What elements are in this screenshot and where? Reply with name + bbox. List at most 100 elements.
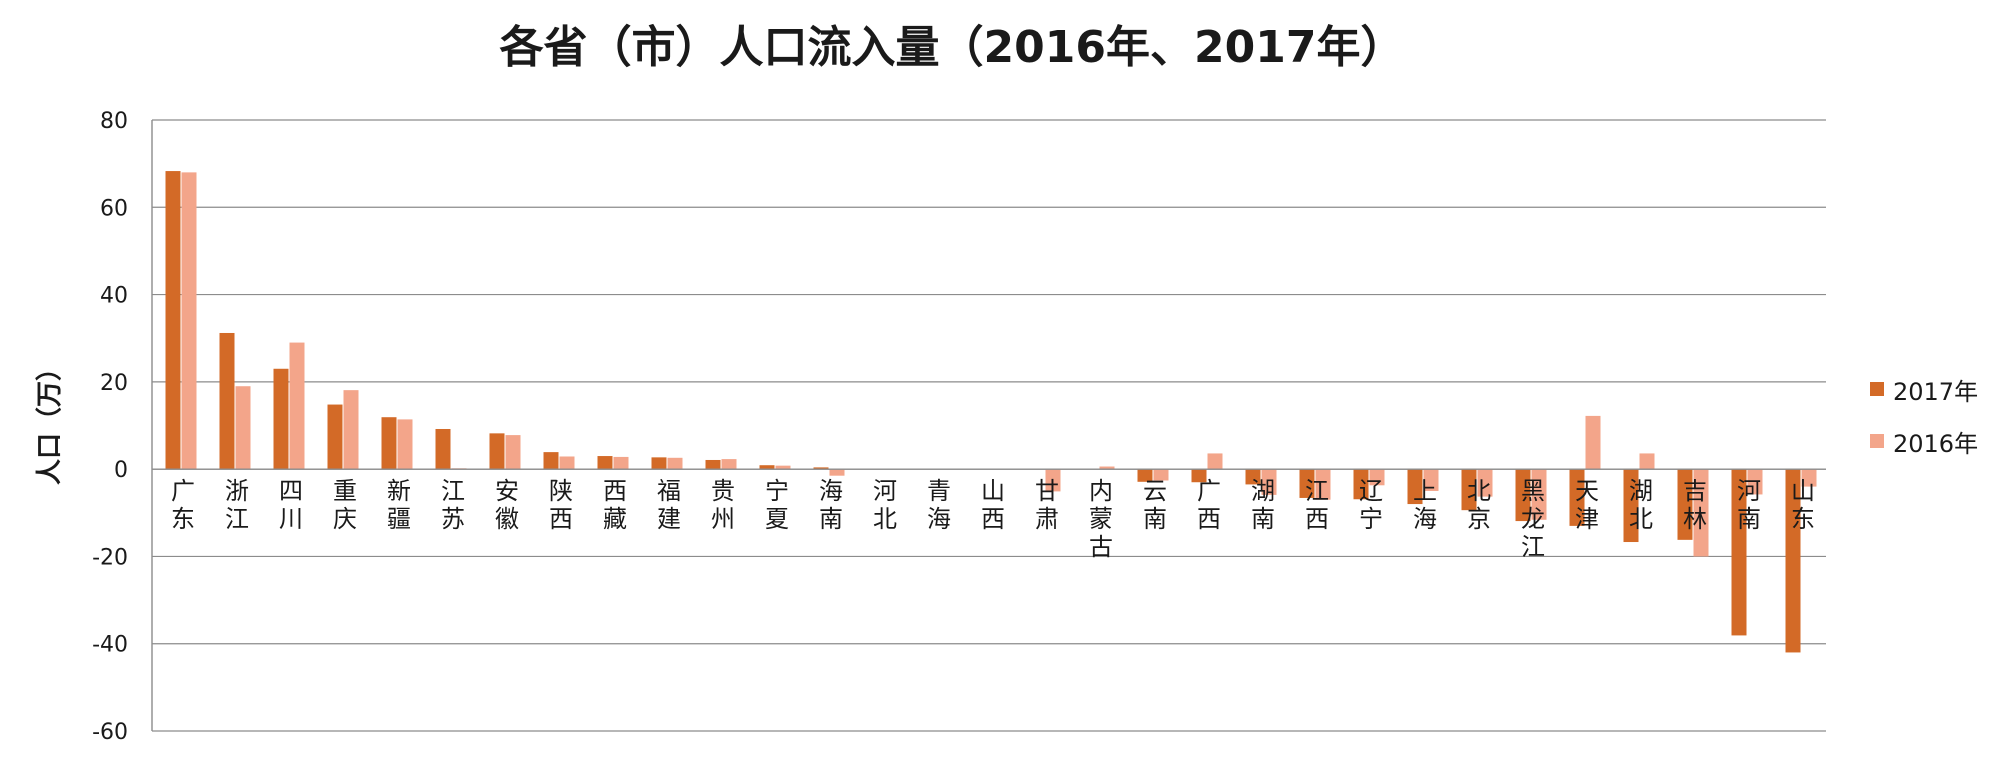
- bar-2016-27: [1639, 453, 1655, 470]
- bar-2017-18: [1137, 469, 1153, 482]
- legend-label: 2016年: [1893, 430, 1978, 458]
- bar-2017-6: [489, 433, 505, 470]
- bar-2016-18: [1153, 469, 1169, 481]
- legend: 2017年 2016年: [1870, 378, 1978, 458]
- legend-swatch-2016: [1870, 434, 1884, 448]
- bar-2017-3: [327, 404, 343, 470]
- chart-title: 各省（市）人口流入量（2016年、2017年）: [500, 22, 1405, 73]
- bar-2016-22: [1369, 469, 1385, 486]
- category-label: 广西: [1197, 477, 1221, 533]
- bar-2016-4: [397, 419, 413, 470]
- category-label: 浙江: [225, 477, 249, 533]
- category-label: 新疆: [387, 477, 411, 533]
- bar-2017-29: [1731, 469, 1747, 636]
- bar-2016-3: [343, 390, 359, 470]
- bar-2016-8: [613, 456, 629, 470]
- y-tick-label: 0: [114, 458, 128, 483]
- category-label: 湖北: [1629, 477, 1653, 533]
- category-label: 上海: [1413, 477, 1437, 533]
- category-label: 甘肃: [1035, 477, 1059, 533]
- bar-2016-11: [775, 465, 791, 470]
- category-label: 北京: [1467, 477, 1491, 533]
- bar-2017-12: [813, 467, 829, 470]
- category-label: 河北: [873, 477, 897, 533]
- y-tick-label: 60: [100, 196, 128, 221]
- category-label: 湖南: [1251, 477, 1275, 533]
- category-label: 云南: [1143, 477, 1167, 533]
- bar-2017-23: [1407, 469, 1423, 505]
- bar-2016-30: [1801, 469, 1817, 487]
- category-label: 西藏: [603, 477, 627, 533]
- category-label: 河南: [1737, 477, 1761, 533]
- category-label: 重庆: [333, 477, 357, 533]
- bar-2016-19: [1207, 453, 1223, 470]
- y-tick-label: -60: [92, 720, 128, 745]
- category-label: 陕西: [549, 477, 573, 533]
- bar-2016-10: [721, 459, 737, 470]
- bar-2016-0: [181, 172, 197, 470]
- bar-2017-1: [219, 332, 235, 470]
- bar-2016-23: [1423, 469, 1439, 491]
- category-label: 江西: [1305, 477, 1329, 533]
- bar-2016-7: [559, 456, 575, 470]
- bar-2017-19: [1191, 469, 1207, 483]
- bar-2017-5: [435, 428, 451, 470]
- category-label: 山西: [981, 477, 1005, 533]
- bar-2016-1: [235, 386, 251, 470]
- category-label: 黑龙江: [1521, 477, 1545, 561]
- bar-2017-25: [1515, 469, 1531, 522]
- y-tick-label: 40: [100, 284, 128, 309]
- category-label: 山东: [1791, 477, 1815, 533]
- category-label: 安徽: [495, 477, 519, 533]
- bar-2017-30: [1785, 469, 1801, 653]
- bar-2016-6: [505, 435, 521, 470]
- bar-2017-21: [1299, 469, 1315, 498]
- category-label: 海南: [819, 477, 843, 533]
- category-label: 江苏: [441, 477, 465, 533]
- category-label: 广东: [171, 477, 195, 533]
- bar-2017-28: [1677, 469, 1693, 540]
- category-label: 内蒙古: [1089, 477, 1113, 561]
- y-axis-title: 人口（万）: [35, 355, 65, 485]
- bar-2017-9: [651, 457, 667, 470]
- y-axis-ticks: 80 60 40 20 0 -20 -40 -60: [92, 109, 128, 745]
- category-label: 辽宁: [1359, 477, 1383, 533]
- y-axis-label: 人口（万）: [35, 355, 65, 485]
- bars: [152, 171, 1826, 653]
- y-tick-label: -40: [92, 633, 128, 658]
- bar-2017-7: [543, 452, 559, 470]
- category-label: 青海: [927, 477, 951, 533]
- bar-2016-26: [1585, 415, 1601, 470]
- legend-swatch-2017: [1870, 382, 1884, 396]
- bar-2016-12: [829, 469, 845, 476]
- bar-2016-2: [289, 342, 305, 470]
- bar-2017-10: [705, 459, 721, 470]
- bar-2016-17: [1099, 466, 1115, 470]
- bar-2016-16: [1045, 469, 1061, 492]
- bar-2017-22: [1353, 469, 1369, 500]
- y-tick-label: 20: [100, 371, 128, 396]
- bar-2017-27: [1623, 469, 1639, 543]
- category-label: 宁夏: [765, 477, 789, 533]
- bar-2016-21: [1315, 469, 1331, 500]
- category-label: 四川: [279, 477, 303, 533]
- bar-2017-20: [1245, 469, 1261, 485]
- bar-2017-4: [381, 417, 397, 470]
- bar-2017-24: [1461, 469, 1477, 511]
- category-label: 吉林: [1683, 477, 1707, 533]
- category-label: 福建: [657, 477, 681, 533]
- bar-2017-2: [273, 368, 289, 470]
- y-tick-label: -20: [92, 545, 128, 570]
- bar-2016-9: [667, 457, 683, 470]
- bar-2017-0: [165, 171, 181, 470]
- category-label: 贵州: [711, 477, 735, 533]
- bar-2016-24: [1477, 469, 1493, 497]
- bar-2016-25: [1531, 469, 1547, 520]
- bar-2016-29: [1747, 469, 1763, 495]
- bar-2016-20: [1261, 469, 1277, 495]
- category-label: 天津: [1575, 477, 1599, 533]
- bar-2017-11: [759, 465, 775, 470]
- bar-2016-28: [1693, 469, 1709, 557]
